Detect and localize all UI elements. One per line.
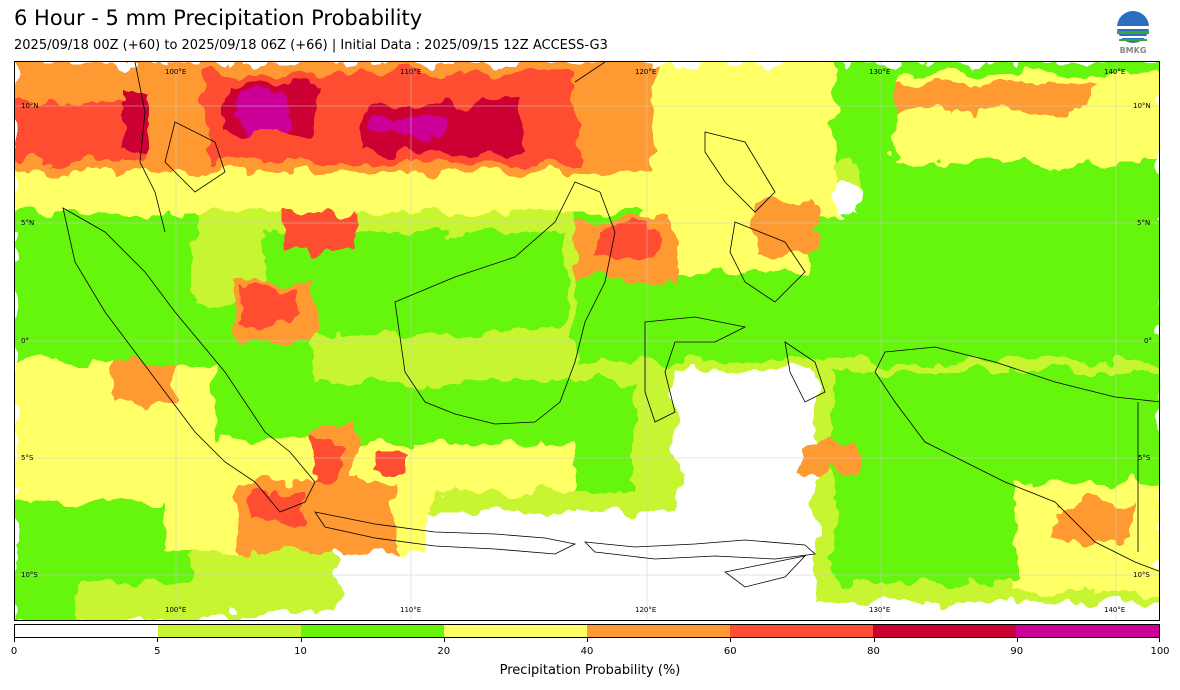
lon-tick-top: 110°E: [400, 68, 422, 76]
lat-tick-left: 10°N: [21, 102, 39, 110]
colorbar-segment: [873, 625, 1016, 637]
lat-tick-left: 0°: [21, 337, 29, 345]
colorbar-segment: [15, 625, 158, 637]
colorbar-tick-label: 10: [294, 646, 307, 657]
lat-tick-right: 10°N: [1133, 102, 1151, 110]
colorbar-tick-label: 80: [867, 646, 880, 657]
colorbar-tick-mark: [157, 638, 159, 642]
colorbar-segment: [301, 625, 444, 637]
lon-tick-top: 120°E: [635, 68, 657, 76]
lon-tick-bottom: 130°E: [869, 606, 891, 614]
lon-tick-bottom: 110°E: [400, 606, 422, 614]
bmkg-logo: BMKG: [1112, 10, 1154, 56]
lat-tick-left: 5°N: [21, 219, 35, 227]
lon-tick-bottom: 140°E: [1104, 606, 1126, 614]
colorbar-tick-mark: [14, 638, 15, 642]
colorbar-tick-label: 5: [154, 646, 161, 657]
lat-tick-left: 5°S: [21, 454, 34, 462]
colorbar-tick-mark: [730, 638, 732, 642]
lon-tick-top: 100°E: [165, 68, 187, 76]
lat-tick-right: 5°N: [1137, 219, 1151, 227]
colorbar-tick-label: 90: [1010, 646, 1024, 657]
colorbar-segment: [587, 625, 730, 637]
lat-tick-right: 0°: [1144, 337, 1152, 345]
coastlines: [62, 62, 1159, 588]
colorbar-tick-mark: [300, 638, 302, 642]
lat-tick-right: 10°S: [1133, 571, 1150, 579]
colorbar-tick-label: 60: [723, 646, 737, 657]
colorbar-tick-mark: [587, 638, 588, 642]
colorbar-segment: [158, 625, 301, 637]
colorbar-tick-mark: [873, 638, 875, 642]
precipitation-map: 100°E 110°E 120°E 130°E 140°E 100°E 110°…: [14, 61, 1160, 621]
colorbar-label: Precipitation Probability (%): [499, 663, 681, 678]
lon-tick-bottom: 120°E: [635, 606, 657, 614]
lon-tick-top: 130°E: [869, 68, 891, 76]
chart-subtitle: 2025/09/18 00Z (+60) to 2025/09/18 06Z (…: [14, 38, 608, 53]
colorbar-tick-label: 100: [1150, 646, 1170, 657]
colorbar-segment: [730, 625, 873, 637]
colorbar-tick-mark: [1159, 638, 1160, 642]
lat-tick-left: 10°S: [21, 571, 38, 579]
svg-text:BMKG: BMKG: [1120, 46, 1147, 55]
colorbar-tick-mark: [443, 638, 445, 642]
colorbar-tick-label: 40: [580, 646, 594, 657]
colorbar-tick-label: 0: [10, 646, 18, 657]
lon-tick-top: 140°E: [1104, 68, 1126, 76]
colorbar-tick-label: 20: [437, 646, 451, 657]
lat-tick-right: 5°S: [1138, 454, 1151, 462]
colorbar-segment: [444, 625, 587, 637]
chart-title: 6 Hour - 5 mm Precipitation Probability: [14, 6, 423, 30]
colorbar: [14, 624, 1160, 638]
colorbar-tick-mark: [1016, 638, 1018, 642]
lon-tick-bottom: 100°E: [165, 606, 187, 614]
colorbar-segment: [1016, 625, 1159, 637]
